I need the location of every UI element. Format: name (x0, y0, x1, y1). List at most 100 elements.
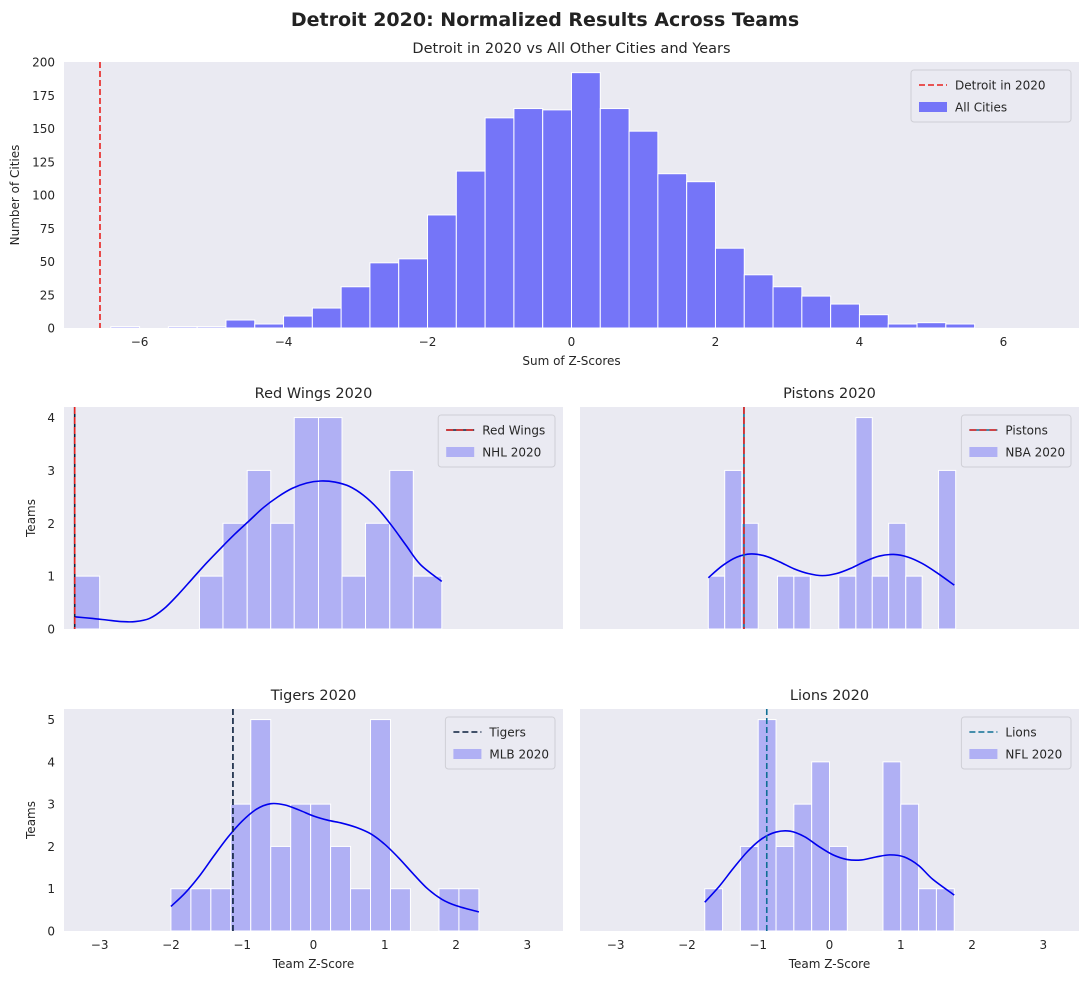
y-tick-label: 0 (47, 623, 55, 637)
histogram-bar (571, 72, 601, 328)
legend-patch-swatch (446, 447, 475, 457)
x-tick-label: −2 (678, 938, 696, 952)
histogram-bar (254, 323, 285, 328)
plot-content (73, 407, 443, 629)
y-tick-label: 0 (47, 925, 55, 939)
kde-curve (74, 480, 443, 623)
legend-label: NHL 2020 (482, 445, 541, 459)
kde-curve (707, 553, 955, 586)
histogram-bar (311, 307, 342, 328)
histogram-bar (855, 417, 873, 629)
histogram-bar (270, 522, 295, 629)
legend-patch-swatch (919, 102, 947, 112)
legend-patch-swatch (453, 749, 482, 759)
histogram-bar (599, 108, 630, 328)
histogram-bar (198, 575, 224, 629)
histogram-bar (793, 803, 813, 931)
histogram-bar (935, 888, 955, 931)
histogram-bar (871, 575, 890, 629)
x-tick-label: 0 (826, 938, 834, 952)
x-tick-label: 3 (524, 938, 532, 952)
histogram-bar (369, 262, 400, 328)
legend-box (910, 69, 1072, 123)
x-tick-label: −1 (749, 938, 767, 952)
chart-title: Detroit in 2020 vs All Other Cities and … (412, 41, 730, 57)
histogram-bar (938, 469, 957, 629)
histogram-bar (365, 522, 391, 629)
figure-suptitle: Detroit 2020: Normalized Results Across … (291, 9, 799, 31)
chart-redwings: Red Wings 2020 0 1 2 3 4 Teams Red Wings NHL 202… (24, 386, 563, 637)
histogram-bar (310, 803, 332, 931)
legend-label: Tigers (488, 725, 525, 739)
histogram-bar (776, 575, 795, 629)
y-tick-label: 100 (32, 189, 55, 203)
histogram-bar (830, 303, 860, 328)
y-tick-label: 1 (47, 570, 55, 584)
histogram-bar (389, 888, 411, 931)
y-tick-label: 4 (47, 755, 55, 769)
histogram-bar (887, 323, 918, 328)
histogram-bar (743, 274, 774, 328)
histogram-bar (739, 845, 759, 931)
plot-content (707, 407, 957, 629)
histogram-bar (190, 888, 212, 931)
x-tick-label: −6 (131, 335, 149, 349)
histogram-bar (811, 761, 831, 931)
histogram-bar (438, 888, 460, 931)
histogram-bar (772, 286, 803, 328)
legend: Lions NFL 2020 (960, 716, 1072, 770)
histogram-bar (74, 575, 101, 629)
plot-content (170, 709, 480, 931)
chart-title: Tigers 2020 (270, 688, 357, 704)
x-tick-label: 6 (1000, 335, 1008, 349)
histogram-bar (341, 575, 367, 629)
x-tick-label: 0 (568, 335, 576, 349)
histogram-bar (513, 108, 544, 328)
x-tick-label: −4 (275, 335, 293, 349)
histogram-bar (916, 322, 947, 328)
histogram-bar (167, 326, 198, 328)
histogram-bar (484, 117, 515, 328)
plot-content (99, 62, 976, 328)
legend-label: NFL 2020 (1005, 747, 1062, 761)
x-tick-label: −1 (233, 938, 251, 952)
histogram-bar (882, 761, 902, 931)
y-tick-label: 1 (47, 882, 55, 896)
histogram-bar (427, 214, 457, 328)
x-tick-label: 1 (381, 938, 389, 952)
histogram-bar (210, 888, 232, 931)
chart-title: Red Wings 2020 (255, 386, 373, 402)
y-tick-label: 75 (40, 222, 55, 236)
histogram-bar (714, 247, 745, 328)
histogram-bar (389, 469, 414, 629)
y-axis-label: Teams (24, 499, 38, 538)
y-axis-label: Teams (24, 801, 38, 840)
legend-label: Red Wings (482, 423, 545, 437)
x-tick-label: −3 (91, 938, 109, 952)
legend-label: Pistons (1005, 423, 1047, 437)
histogram-bar (793, 575, 811, 629)
histogram-bar (657, 173, 688, 328)
y-axis-label: Number of Cities (8, 145, 22, 246)
histogram-bar (905, 575, 923, 629)
histogram-bar (270, 845, 292, 931)
x-tick-label: 3 (1040, 938, 1048, 952)
y-tick-label: 175 (32, 89, 55, 103)
legend-label: All Cities (955, 100, 1007, 114)
y-tick-label: 2 (47, 517, 55, 531)
legend-label: MLB 2020 (489, 747, 549, 761)
histogram-bar (858, 314, 889, 328)
histogram-bar (293, 417, 319, 629)
histogram-bar (110, 326, 141, 328)
histogram-bar (246, 469, 272, 629)
legend: Detroit in 2020 All Cities (910, 69, 1072, 123)
y-tick-label: 125 (32, 155, 55, 169)
y-tick-label: 3 (47, 798, 55, 812)
histogram-bar (290, 803, 312, 931)
kde-curve (170, 802, 480, 913)
y-tick-label: 200 (32, 56, 55, 70)
histogram-bar (330, 845, 352, 931)
histogram-bar (838, 575, 857, 629)
